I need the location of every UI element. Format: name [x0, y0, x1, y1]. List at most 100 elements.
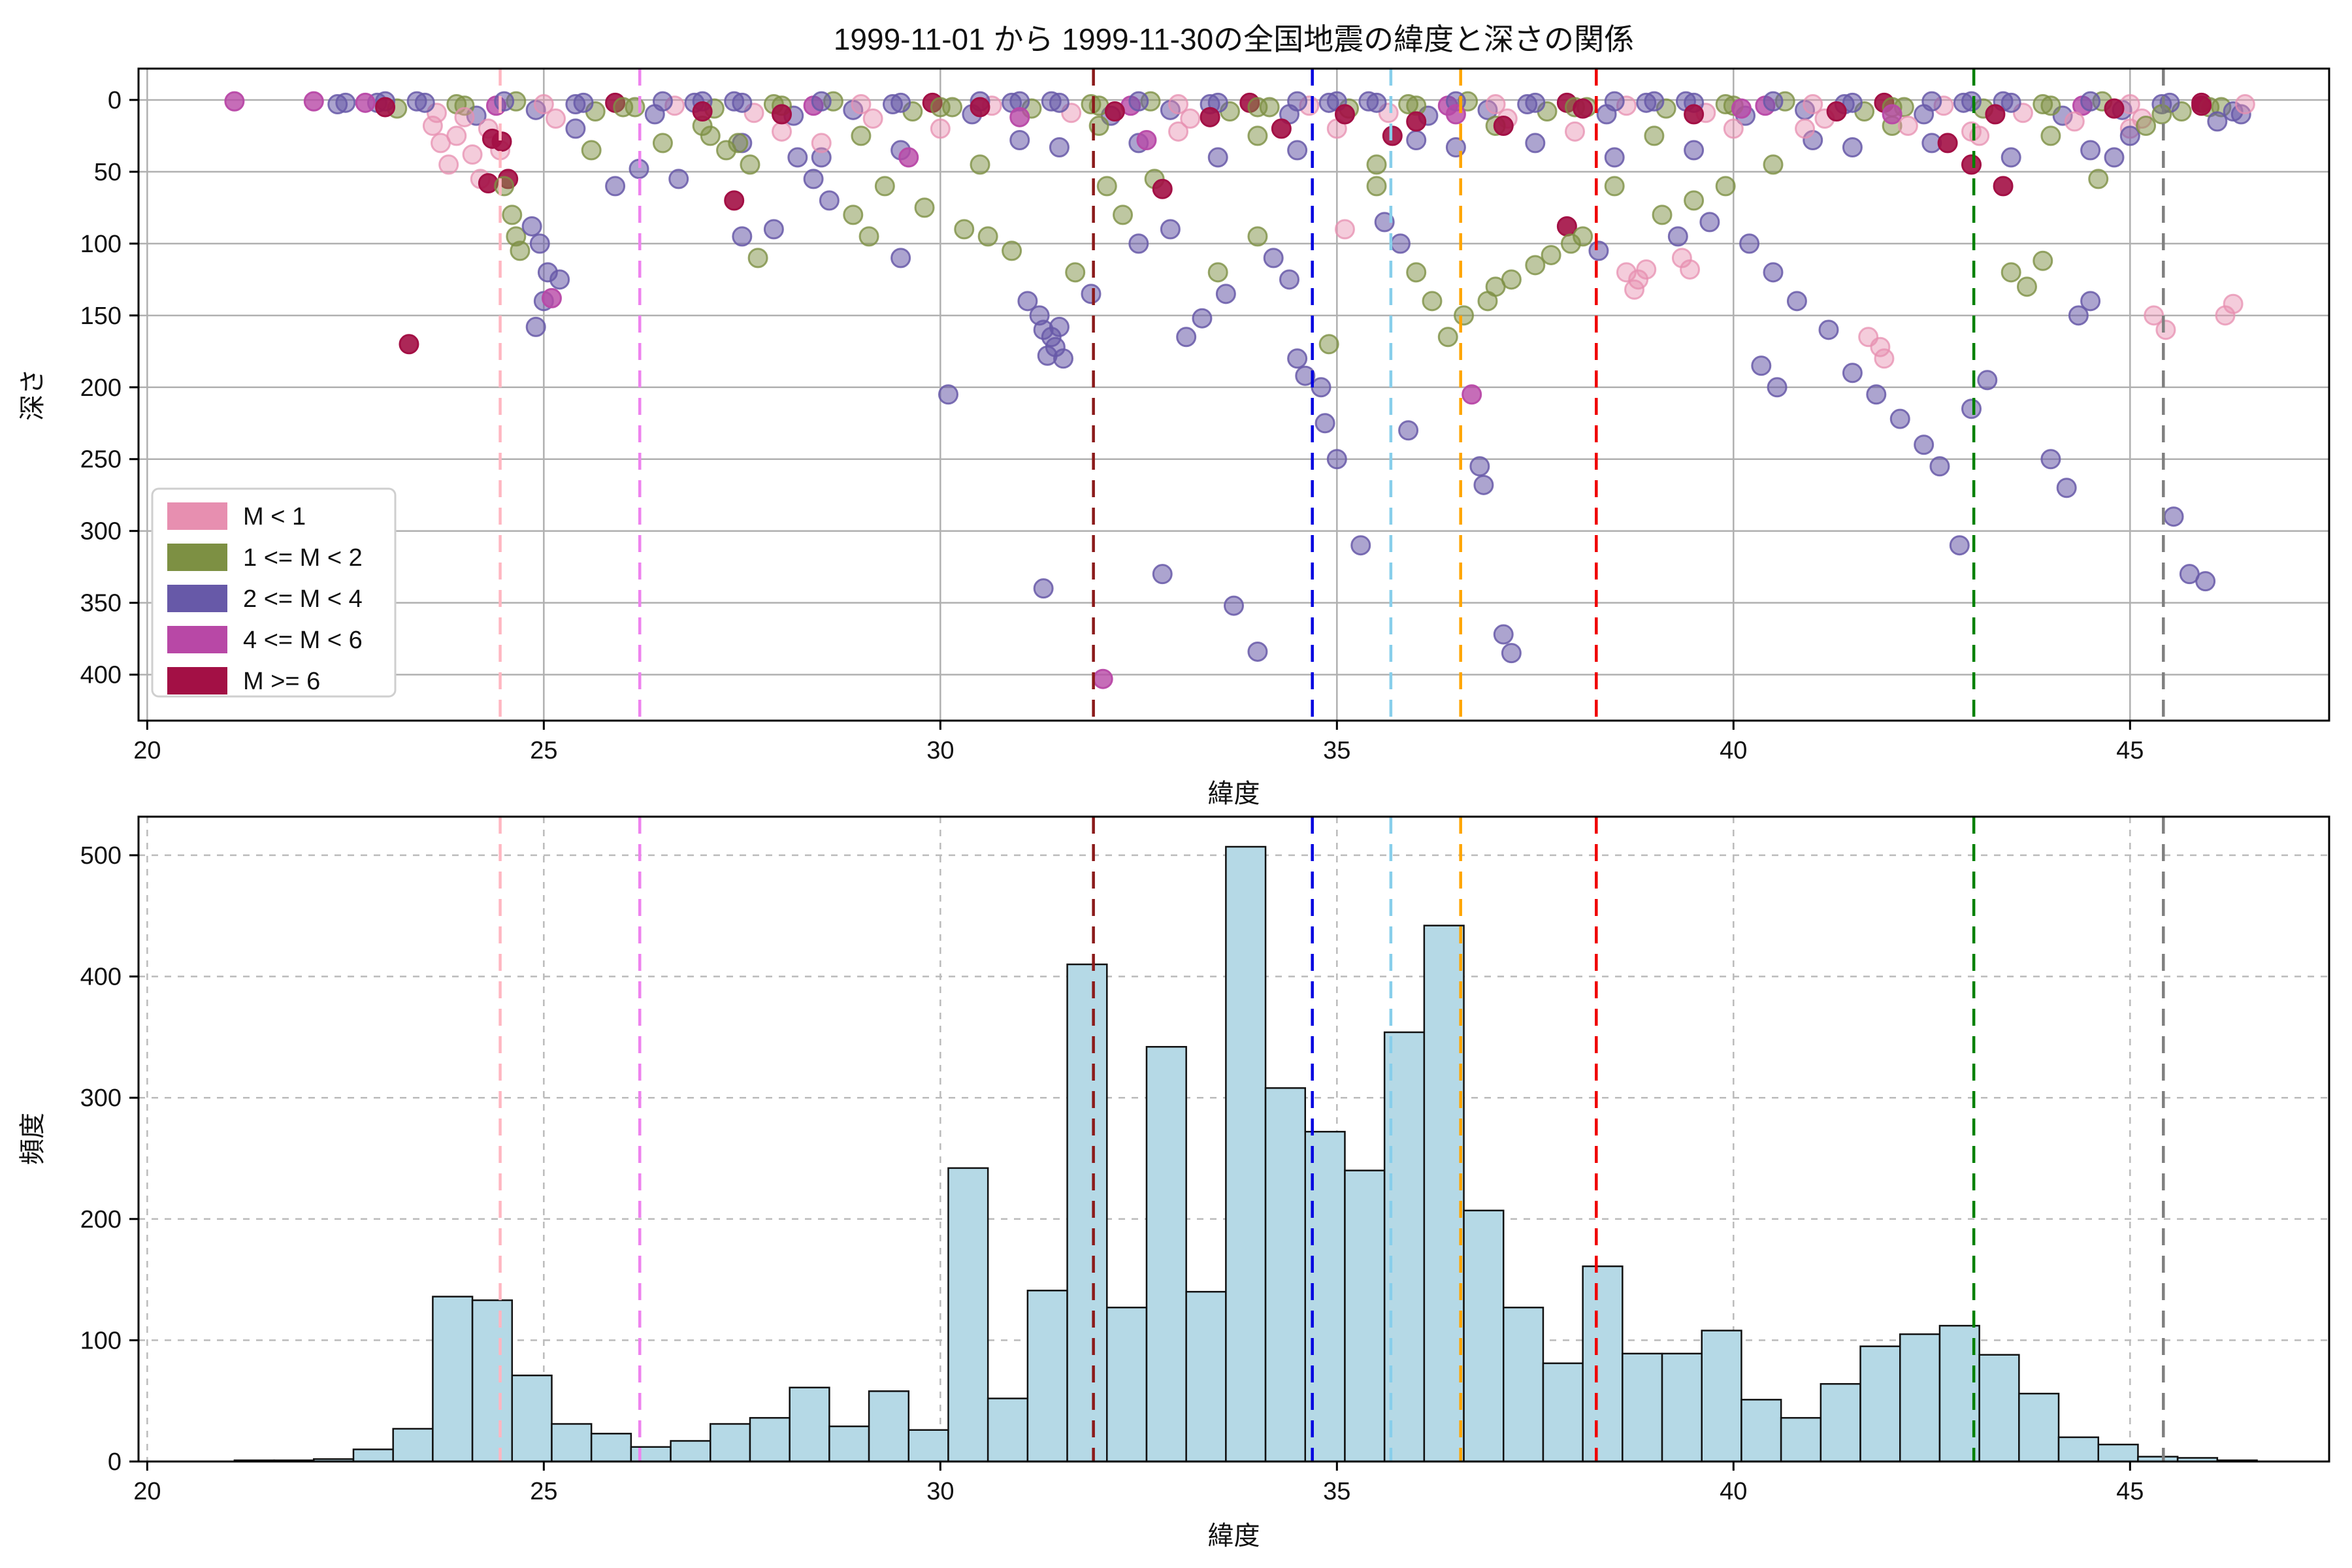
- scatter-point: [2033, 250, 2053, 271]
- histogram-bar: [828, 1425, 870, 1463]
- scatter-point: [1525, 92, 1546, 113]
- scatter-point: [740, 154, 760, 175]
- scatter-point: [1192, 308, 1213, 329]
- scatter-ylabel: 深さ: [18, 368, 47, 421]
- tick-label: 20: [133, 737, 161, 764]
- scatter-point: [1644, 91, 1665, 112]
- scatter-point: [724, 190, 745, 211]
- scatter-point: [1616, 262, 1637, 283]
- scatter-point: [1009, 130, 1030, 151]
- scatter-point: [811, 91, 832, 112]
- scatter-point: [1803, 94, 1823, 115]
- scatter-point: [1168, 121, 1189, 142]
- scatter-point: [1469, 456, 1490, 477]
- scatter-xlabel: 緯度: [1207, 779, 1260, 808]
- scatter-point: [700, 125, 721, 146]
- scatter-point: [1271, 118, 1292, 139]
- scatter-point: [1731, 98, 1752, 119]
- scatter-point: [1842, 92, 1863, 113]
- tick-label: 30: [926, 737, 954, 764]
- scatter-point: [1866, 384, 1887, 405]
- scatter-point: [1763, 154, 1784, 175]
- scatter-point: [1247, 641, 1268, 662]
- scatter-point: [1406, 111, 1427, 132]
- scatter-point: [862, 108, 883, 129]
- histogram-bar: [1185, 1290, 1227, 1463]
- scatter-point: [1366, 92, 1387, 113]
- reference-lines: [498, 69, 2165, 1462]
- scatter-point: [2001, 262, 2021, 283]
- scatter-point: [1287, 140, 1308, 161]
- scatter-point: [1406, 130, 1427, 151]
- tick-label: 35: [1323, 737, 1350, 764]
- histogram-bar: [392, 1428, 434, 1463]
- scatter-point: [2040, 95, 2061, 116]
- histogram-bar: [1780, 1416, 1822, 1463]
- histogram-bar: [1463, 1209, 1505, 1463]
- scatter-point: [1037, 345, 1058, 366]
- scatter-point: [1624, 279, 1645, 300]
- scatter-point: [970, 97, 990, 118]
- histogram-bar: [947, 1167, 989, 1463]
- tick-label: 45: [2116, 737, 2144, 764]
- scatter-point: [1937, 133, 1958, 154]
- tick-label: 500: [80, 842, 122, 870]
- scatter-point: [772, 121, 792, 142]
- histogram-bar: [1423, 924, 1465, 1463]
- scatter-point: [1096, 176, 1117, 197]
- scatter-point: [1287, 348, 1308, 369]
- tick-label: 20: [133, 1478, 161, 1505]
- scatter-point: [1049, 316, 1070, 337]
- scatter-point: [462, 144, 483, 165]
- histogram-bar: [1899, 1333, 1941, 1463]
- scatter-point: [1874, 348, 1895, 369]
- scatter-point: [2195, 571, 2216, 592]
- scatter-point: [811, 147, 832, 168]
- scatter-point: [1993, 176, 2014, 197]
- scatter-point: [668, 169, 689, 189]
- scatter-point: [1279, 269, 1299, 290]
- scatter-point: [1699, 212, 1720, 233]
- tick-label: 35: [1323, 1478, 1350, 1505]
- tick-label: 350: [80, 590, 122, 617]
- scatter-point: [1128, 233, 1149, 254]
- scatter-point: [1092, 668, 1113, 689]
- scatter-point: [1541, 244, 1561, 265]
- scatter-point: [2155, 319, 2176, 340]
- histogram-bar: [670, 1440, 711, 1463]
- scatter-point: [2001, 92, 2021, 113]
- scatter-point: [772, 104, 792, 125]
- histogram-bar: [1661, 1352, 1703, 1463]
- histogram-bar: [471, 1299, 514, 1463]
- scatter-point: [1422, 291, 1443, 312]
- histogram-bar: [1859, 1345, 1901, 1463]
- scatter-point: [1667, 226, 1688, 247]
- scatter-point: [1200, 106, 1220, 127]
- scatter-point: [763, 219, 784, 240]
- scatter-point: [914, 197, 935, 218]
- histogram-bar: [2097, 1443, 2139, 1463]
- scatter-point: [2040, 125, 2061, 146]
- legend: M < 1 1 <= M < 2 2 <= M < 4 4 <= M < 6 M >= …: [151, 487, 397, 698]
- scatter-point: [851, 125, 872, 146]
- scatter-point: [1914, 434, 1935, 455]
- histogram-bar: [1542, 1362, 1584, 1463]
- legend-label: 2 <= M < 4: [243, 585, 363, 613]
- scatter-point: [954, 219, 975, 240]
- histogram-bar: [1106, 1307, 1148, 1463]
- scatter-point: [2080, 91, 2101, 112]
- scatter-point: [1795, 118, 1816, 139]
- scatter-point: [858, 226, 879, 247]
- scatter-point: [1326, 449, 1347, 470]
- legend-swatch: [167, 626, 227, 653]
- scatter-point: [1897, 116, 1918, 137]
- scatter-point: [494, 176, 515, 197]
- tick-label: 100: [80, 1327, 122, 1354]
- histogram-bar: [511, 1374, 553, 1463]
- scatter-point: [1842, 137, 1863, 158]
- scatter-point: [1751, 355, 1772, 376]
- scatter-point: [2080, 291, 2101, 312]
- tick-label: 400: [80, 964, 122, 991]
- scatter-point: [335, 92, 356, 113]
- scatter-point: [1985, 104, 2006, 125]
